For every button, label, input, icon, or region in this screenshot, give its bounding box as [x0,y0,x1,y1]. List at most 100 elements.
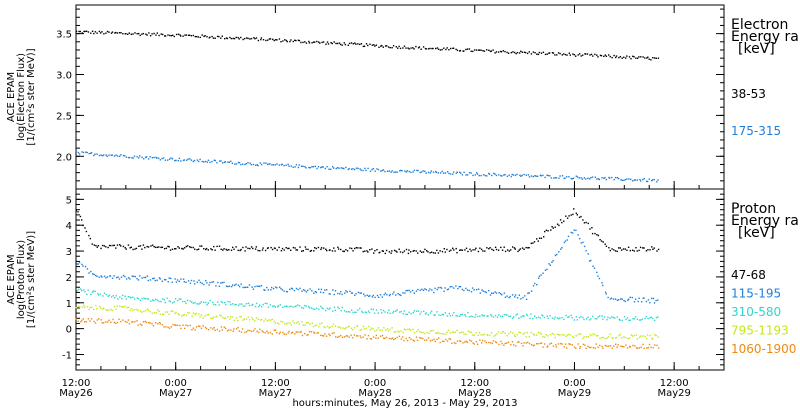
data-point [465,340,467,342]
data-point [102,308,104,310]
data-point [534,52,536,54]
data-point [646,347,648,349]
data-point [367,334,370,337]
data-point [590,177,592,179]
data-point [597,275,599,277]
data-point [307,333,309,336]
data-point [185,245,187,248]
data-point [282,40,284,42]
data-point [456,329,458,331]
data-point [350,334,352,336]
data-point [508,296,510,299]
data-point [348,42,351,45]
data-point [629,319,631,321]
data-point [652,338,654,340]
data-point [492,316,495,318]
data-point [649,249,651,251]
data-point [93,273,95,276]
data-point [551,317,554,319]
data-point [121,294,124,297]
data-point [138,245,140,247]
data-point [477,49,480,51]
data-point [191,329,193,331]
data-point [141,33,143,35]
data-point [535,317,538,319]
data-point [322,308,324,310]
data-point [242,319,244,321]
data-point [526,331,528,334]
data-point [567,235,570,238]
data-point [606,345,608,347]
data-point [512,174,515,176]
data-point [251,304,253,306]
data-point [168,277,170,279]
data-point [247,286,249,288]
data-point [351,309,353,311]
data-point [476,173,479,175]
data-point [572,335,574,338]
data-point [202,317,204,319]
data-point [453,249,455,251]
data-point [187,280,190,282]
data-point [308,40,310,43]
data-point [326,307,329,310]
data-point [413,310,415,312]
data-point [616,177,619,179]
data-point [601,177,603,179]
data-point [302,307,305,309]
y-tick-label: 3 [66,247,72,258]
data-point [513,334,516,336]
data-point [611,248,613,250]
data-point [362,169,364,172]
data-point [345,166,347,169]
data-point [260,306,263,308]
data-point [355,293,357,295]
data-point [380,309,382,311]
data-point [619,56,622,58]
data-point [200,327,203,330]
data-point [444,251,446,253]
data-point [113,155,116,157]
data-point [607,296,609,299]
data-point [231,316,234,318]
data-point [268,38,271,40]
data-point [502,50,504,52]
data-point [326,166,328,168]
data-point [395,250,397,252]
data-point [170,310,172,312]
data-point [340,291,342,293]
data-point [302,250,304,252]
data-point [174,298,177,300]
data-point [484,340,486,342]
data-point [362,325,365,328]
data-point [382,309,385,312]
data-point [320,334,322,336]
data-point [582,343,584,346]
data-point [81,219,83,221]
data-point [212,281,215,283]
data-point [508,315,510,318]
data-point [190,246,192,249]
data-point [337,248,340,250]
data-point [515,345,517,347]
data-point [523,51,526,53]
data-point [247,162,249,164]
data-point [347,44,349,46]
data-point [119,244,121,246]
data-point [459,249,461,251]
data-point [99,293,101,295]
data-point [488,49,490,51]
data-point [588,346,591,349]
data-point [552,345,555,347]
data-point [320,166,322,169]
data-point [474,249,476,251]
data-point [316,40,318,43]
data-point [252,330,255,332]
data-point [460,331,462,333]
data-point [416,330,418,333]
data-point [522,345,524,347]
data-point [81,306,84,308]
data-point [515,52,517,55]
data-point [544,53,547,56]
data-point [294,333,296,335]
